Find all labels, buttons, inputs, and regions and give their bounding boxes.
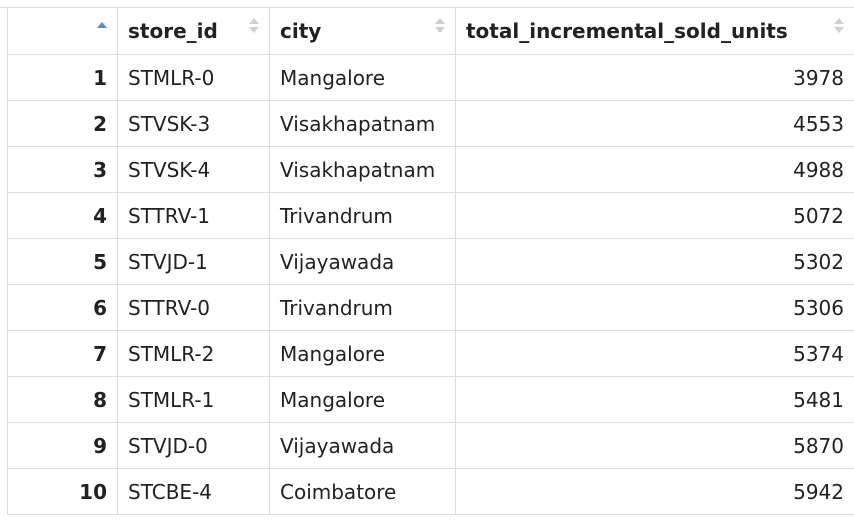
data-table: store_id city total_incremental_sold_uni…	[7, 7, 854, 515]
table-row: 5 STVJD-1 Vijayawada 5302	[7, 238, 854, 285]
cell-total-incremental-sold-units: 5481	[455, 376, 854, 423]
cell-store-id: STVSK-4	[117, 146, 270, 193]
cell-city: Mangalore	[269, 330, 456, 377]
table-row: 3 STVSK-4 Visakhapatnam 4988	[7, 146, 854, 193]
table-body: 1 STMLR-0 Mangalore 3978 2 STVSK-3 Visakhapatn…	[7, 54, 854, 515]
cell-total-incremental-sold-units: 4988	[455, 146, 854, 193]
cell-total-incremental-sold-units: 4553	[455, 100, 854, 147]
table-row: 8 STMLR-1 Mangalore 5481	[7, 376, 854, 423]
cell-total-incremental-sold-units: 5942	[455, 468, 854, 515]
row-number: 9	[7, 422, 118, 469]
cell-store-id: STCBE-4	[117, 468, 270, 515]
row-number: 6	[7, 284, 118, 331]
cell-store-id: STMLR-2	[117, 330, 270, 377]
cell-store-id: STTRV-0	[117, 284, 270, 331]
cell-city: Mangalore	[269, 376, 456, 423]
cell-store-id: STVJD-1	[117, 238, 270, 285]
row-number: 2	[7, 100, 118, 147]
table-row: 10 STCBE-4 Coimbatore 5942	[7, 468, 854, 515]
column-header-city[interactable]: city	[269, 7, 456, 55]
column-header-city-label: city	[280, 19, 322, 43]
header-row: store_id city total_incremental_sold_uni…	[7, 7, 854, 55]
table-row: 7 STMLR-2 Mangalore 5374	[7, 330, 854, 377]
cell-total-incremental-sold-units: 5302	[455, 238, 854, 285]
column-header-total-incremental-sold-units-label: total_incremental_sold_units	[466, 19, 788, 43]
cell-city: Mangalore	[269, 54, 456, 101]
column-header-total-incremental-sold-units[interactable]: total_incremental_sold_units	[455, 7, 854, 55]
left-border	[7, 7, 8, 515]
sort-arrows-icon[interactable]	[834, 18, 844, 36]
sort-arrows-icon[interactable]	[249, 18, 259, 36]
column-header-store-id-label: store_id	[128, 19, 218, 43]
table-row: 9 STVJD-0 Vijayawada 5870	[7, 422, 854, 469]
cell-city: Visakhapatnam	[269, 100, 456, 147]
cell-city: Trivandrum	[269, 192, 456, 239]
cell-total-incremental-sold-units: 5870	[455, 422, 854, 469]
cell-total-incremental-sold-units: 5306	[455, 284, 854, 331]
cell-store-id: STTRV-1	[117, 192, 270, 239]
table-row: 6 STTRV-0 Trivandrum 5306	[7, 284, 854, 331]
cell-total-incremental-sold-units: 5072	[455, 192, 854, 239]
arrow-up-icon[interactable]	[97, 22, 107, 40]
cell-city: Vijayawada	[269, 422, 456, 469]
cell-city: Visakhapatnam	[269, 146, 456, 193]
row-number: 8	[7, 376, 118, 423]
column-header-store-id[interactable]: store_id	[117, 7, 270, 55]
row-number: 7	[7, 330, 118, 377]
cell-city: Coimbatore	[269, 468, 456, 515]
row-number: 10	[7, 468, 118, 515]
table-row: 2 STVSK-3 Visakhapatnam 4553	[7, 100, 854, 147]
cell-store-id: STMLR-1	[117, 376, 270, 423]
cell-store-id: STVJD-0	[117, 422, 270, 469]
cell-store-id: STMLR-0	[117, 54, 270, 101]
cell-store-id: STVSK-3	[117, 100, 270, 147]
sort-arrows-icon[interactable]	[435, 18, 445, 36]
bottom-divider	[7, 514, 854, 515]
cell-total-incremental-sold-units: 5374	[455, 330, 854, 377]
column-header-index[interactable]	[7, 7, 118, 55]
row-number: 1	[7, 54, 118, 101]
cell-total-incremental-sold-units: 3978	[455, 54, 854, 101]
table-row: 1 STMLR-0 Mangalore 3978	[7, 54, 854, 101]
cell-city: Vijayawada	[269, 238, 456, 285]
table-row: 4 STTRV-1 Trivandrum 5072	[7, 192, 854, 239]
row-number: 3	[7, 146, 118, 193]
row-number: 5	[7, 238, 118, 285]
row-number: 4	[7, 192, 118, 239]
cell-city: Trivandrum	[269, 284, 456, 331]
